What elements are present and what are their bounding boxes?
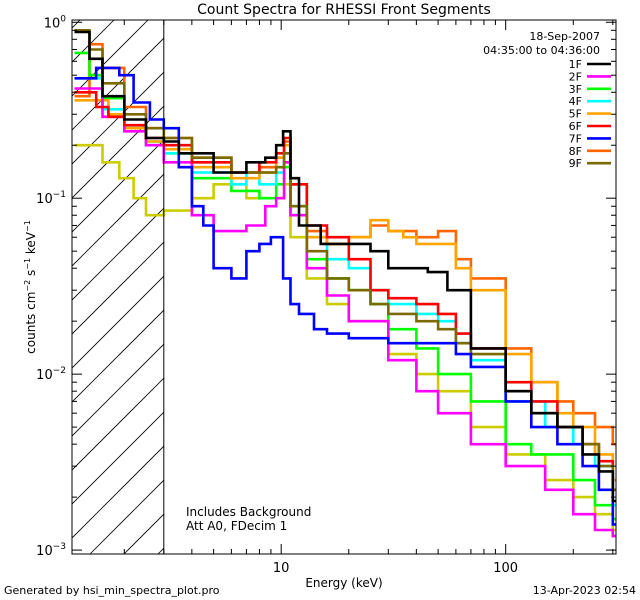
observation-time-range: 04:35:00 to 04:36:00 bbox=[483, 44, 600, 57]
chart-title: Count Spectra for RHESSI Front Segments bbox=[197, 2, 491, 18]
legend-label: 1F bbox=[569, 58, 582, 71]
hatch-line bbox=[72, 377, 164, 471]
legend-label: 7F bbox=[569, 132, 582, 145]
x-tick-label: 100 bbox=[493, 561, 518, 576]
legend-label: 4F bbox=[569, 95, 582, 108]
legend-label: 6F bbox=[569, 120, 582, 133]
hatch-line bbox=[72, 105, 164, 199]
axis-ticks bbox=[72, 20, 616, 554]
excluded-region-hatch bbox=[72, 20, 164, 554]
legend-label: 2F bbox=[569, 70, 582, 83]
hatch-line bbox=[72, 411, 164, 505]
hatch-line bbox=[72, 241, 164, 335]
hatch-line bbox=[72, 71, 164, 165]
y-tick-label: 100 bbox=[44, 14, 67, 31]
series-line-1F bbox=[74, 30, 616, 503]
hatch-line bbox=[72, 37, 164, 131]
observation-date: 18-Sep-2007 bbox=[529, 30, 600, 43]
annotation-background: Includes Background bbox=[186, 505, 311, 519]
hatch-line bbox=[72, 275, 164, 369]
hatch-line bbox=[72, 445, 164, 539]
legend-label: 3F bbox=[569, 83, 582, 96]
y-tick-label: 10−3 bbox=[36, 542, 66, 559]
footer-timestamp: 13-Apr-2023 02:54 bbox=[533, 584, 636, 597]
y-axis-label: counts cm−2 s−1 keV−1 bbox=[23, 220, 38, 354]
y-tick-label: 10−1 bbox=[36, 190, 66, 207]
annotation-attenuator: Att A0, FDecim 1 bbox=[186, 519, 287, 533]
x-tick-label: 10 bbox=[273, 561, 290, 576]
plot-frame bbox=[71, 19, 617, 555]
x-tick-labels: 10 100 bbox=[273, 561, 518, 576]
legend-label: 5F bbox=[569, 108, 582, 121]
legend-label: 8F bbox=[569, 145, 582, 158]
y-tick-labels: 100 10−1 10−2 10−3 bbox=[36, 14, 66, 559]
x-axis-label: Energy (keV) bbox=[305, 576, 382, 590]
legend-label: 9F bbox=[569, 157, 582, 170]
footer-generator: Generated by hsi_min_spectra_plot.pro bbox=[4, 584, 220, 597]
hatch-line bbox=[72, 207, 164, 301]
y-tick-label: 10−2 bbox=[36, 366, 66, 383]
